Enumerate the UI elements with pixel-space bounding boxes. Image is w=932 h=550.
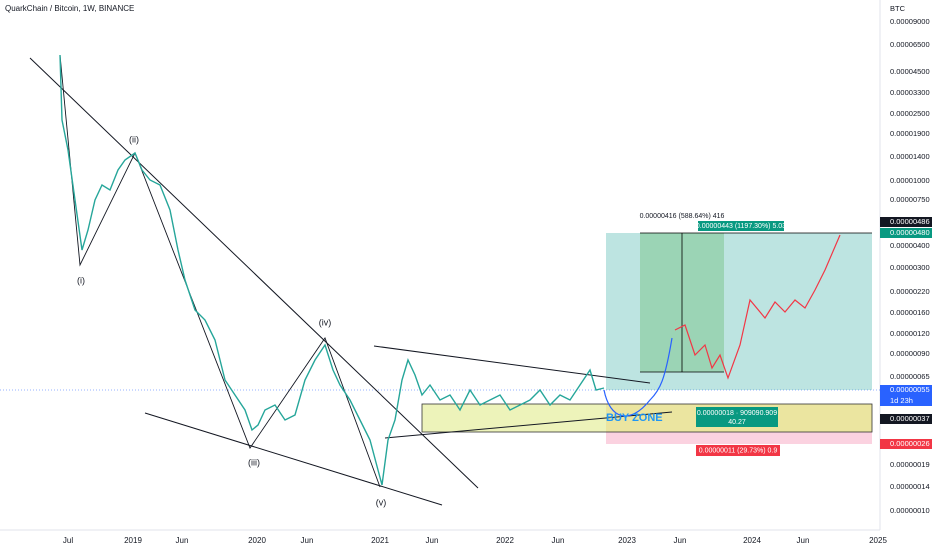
time-label: Jun xyxy=(176,536,189,545)
wave-label: (ii) xyxy=(129,134,139,144)
price-label: 0.00000010 xyxy=(890,506,930,515)
buy-zone-label: BUY ZONE xyxy=(606,412,663,424)
time-label: Jun xyxy=(426,536,439,545)
price-label: 1d 23h xyxy=(890,396,913,405)
price-label: 0.00000055 xyxy=(890,385,930,394)
currency-label: BTC xyxy=(890,4,906,13)
wave-label: (iv) xyxy=(319,317,332,327)
price-label: 0.00001000 xyxy=(890,176,930,185)
axis-tag xyxy=(880,217,932,227)
wave-label: (i) xyxy=(77,275,85,285)
upper-channel-line xyxy=(373,345,651,384)
price-label: 0.00000019 xyxy=(890,460,930,469)
time-label: 2025 xyxy=(869,536,887,545)
price-label: 0.00001900 xyxy=(890,129,930,138)
time-label: Jul xyxy=(63,536,73,545)
time-label: Jun xyxy=(552,536,565,545)
time-label: Jun xyxy=(301,536,314,545)
axis-tag xyxy=(880,439,932,449)
time-label: 2021 xyxy=(371,536,389,545)
price-label: 0.00000120 xyxy=(890,329,930,338)
wave-label: (iii) xyxy=(248,457,260,467)
time-label: 2022 xyxy=(496,536,514,545)
price-label: 0.00000160 xyxy=(890,308,930,317)
price-label: 0.00000090 xyxy=(890,349,930,358)
price-label: 0.00000065 xyxy=(890,372,930,381)
price-candles xyxy=(59,54,605,486)
entry-tag xyxy=(696,407,778,427)
axis-tag xyxy=(880,414,932,424)
price-label: 0.00000480 xyxy=(890,228,930,237)
price-label: 0.00000014 xyxy=(890,482,930,491)
price-label: 0.00000037 xyxy=(890,414,930,423)
price-label: 0.00006500 xyxy=(890,40,930,49)
target-zone xyxy=(606,233,872,390)
wave-label: (v) xyxy=(376,497,387,507)
price-label: 0.00000750 xyxy=(890,195,930,204)
price-label: 0.00002500 xyxy=(890,109,930,118)
time-label: Jun xyxy=(674,536,687,545)
time-label: Jun xyxy=(797,536,810,545)
target-label: 0.00000443 (1197.30%) 5.03 xyxy=(696,223,786,230)
stop-label: 0.00000011 (29.73%) 0.9 xyxy=(699,447,778,454)
target-tag xyxy=(698,221,784,231)
projected-path xyxy=(674,234,841,380)
time-label: 2019 xyxy=(124,536,142,545)
price-label: 0.00001400 xyxy=(890,152,930,161)
chart-title: QuarkChain / Bitcoin, 1W, BINANCE xyxy=(5,4,134,13)
axis-tag xyxy=(880,228,932,238)
price-label: 0.00000220 xyxy=(890,287,930,296)
lower-wedge-line xyxy=(144,412,443,506)
downtrend-line xyxy=(29,57,479,489)
projected-dip xyxy=(603,337,673,417)
buy-zone-box xyxy=(421,403,873,433)
stop-tag xyxy=(696,445,780,456)
axis-tag xyxy=(880,385,932,406)
entry-label: 40.27 xyxy=(728,419,746,426)
price-label: 0.00009000 xyxy=(890,17,930,26)
price-label: 0.00000026 xyxy=(890,439,930,448)
time-label: 2020 xyxy=(248,536,266,545)
price-label: 0.00004500 xyxy=(890,67,930,76)
price-label: 0.00000400 xyxy=(890,241,930,250)
measure-label: 0.00000416 (588.64%) 416 xyxy=(640,213,725,220)
price-label: 0.00003300 xyxy=(890,88,930,97)
entry-label: 0.00000018 · 909090.909 xyxy=(697,410,777,417)
time-label: 2023 xyxy=(618,536,636,545)
stop-zone xyxy=(606,432,872,444)
price-label: 0.00000486 xyxy=(890,217,930,226)
time-label: 2024 xyxy=(743,536,761,545)
price-label: 0.00000300 xyxy=(890,263,930,272)
